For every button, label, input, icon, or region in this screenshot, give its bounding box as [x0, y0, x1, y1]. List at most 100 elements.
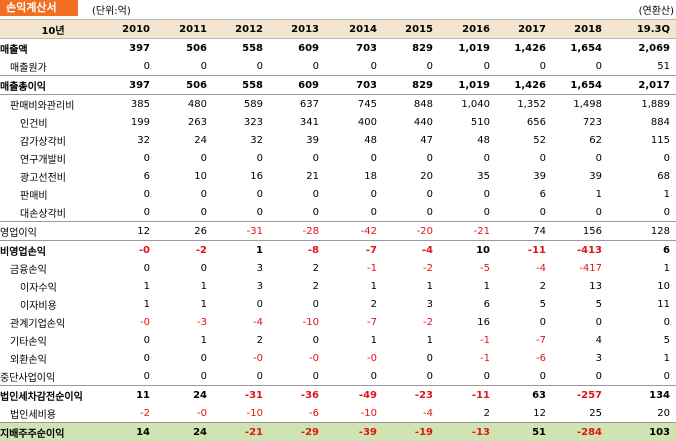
- value-cell: 0: [106, 259, 156, 277]
- value-cell: 0: [325, 185, 383, 203]
- value-cell: -7: [325, 313, 383, 331]
- value-cell: -0: [269, 349, 325, 367]
- value-cell: -5: [439, 259, 496, 277]
- value-cell: 128: [608, 222, 676, 241]
- value-cell: 26: [156, 222, 213, 241]
- value-cell: 11: [608, 295, 676, 313]
- value-cell: 0: [213, 367, 269, 386]
- value-cell: 20: [608, 404, 676, 423]
- value-cell: 480: [156, 95, 213, 114]
- value-cell: -0: [106, 241, 156, 260]
- sheet-title: 손익계산서: [0, 0, 78, 16]
- value-cell: 52: [496, 131, 552, 149]
- value-cell: 0: [106, 367, 156, 386]
- header-bar: 손익계산서 (단위:억) (연환산): [0, 0, 676, 19]
- value-cell: 0: [325, 57, 383, 76]
- row-label: 외환손익: [0, 349, 106, 367]
- value-cell: 2: [496, 277, 552, 295]
- value-cell: 32: [213, 131, 269, 149]
- value-cell: 0: [325, 367, 383, 386]
- value-cell: 1,654: [552, 76, 608, 95]
- value-cell: 0: [496, 367, 552, 386]
- value-cell: -10: [269, 313, 325, 331]
- value-cell: 0: [383, 203, 439, 222]
- value-cell: 1: [325, 277, 383, 295]
- value-cell: -1: [439, 331, 496, 349]
- value-cell: 1,040: [439, 95, 496, 114]
- value-cell: 1: [156, 331, 213, 349]
- value-cell: -31: [213, 222, 269, 241]
- value-cell: 0: [608, 203, 676, 222]
- value-cell: 6: [496, 185, 552, 203]
- value-cell: 0: [552, 149, 608, 167]
- value-cell: 0: [106, 149, 156, 167]
- value-cell: 0: [269, 331, 325, 349]
- value-cell: 1,019: [439, 76, 496, 95]
- value-cell: 12: [496, 404, 552, 423]
- value-cell: -4: [383, 241, 439, 260]
- value-cell: 39: [269, 131, 325, 149]
- value-cell: 2: [325, 295, 383, 313]
- value-cell: 0: [156, 349, 213, 367]
- row-label: 감가상각비: [0, 131, 106, 149]
- value-cell: 1: [608, 185, 676, 203]
- value-cell: 6: [439, 295, 496, 313]
- value-cell: 589: [213, 95, 269, 114]
- row-label: 매출총이익: [0, 76, 106, 95]
- value-cell: 0: [156, 185, 213, 203]
- value-cell: 10: [608, 277, 676, 295]
- value-cell: 1: [608, 349, 676, 367]
- value-cell: 1,426: [496, 76, 552, 95]
- value-cell: -4: [213, 313, 269, 331]
- row-label: 지배주주순이익: [0, 423, 106, 441]
- value-cell: 0: [439, 57, 496, 76]
- value-cell: -6: [496, 349, 552, 367]
- column-header-year: 19.3Q: [608, 20, 676, 39]
- value-cell: 703: [325, 76, 383, 95]
- value-cell: 25: [552, 404, 608, 423]
- value-cell: 829: [383, 39, 439, 58]
- value-cell: -13: [439, 423, 496, 441]
- value-cell: 2: [269, 259, 325, 277]
- value-cell: 2,017: [608, 76, 676, 95]
- row-label: 중단사업이익: [0, 367, 106, 386]
- value-cell: 506: [156, 39, 213, 58]
- row-label: 금융손익: [0, 259, 106, 277]
- value-cell: -11: [496, 241, 552, 260]
- value-cell: -1: [439, 349, 496, 367]
- value-cell: 0: [439, 367, 496, 386]
- value-cell: 39: [552, 167, 608, 185]
- value-cell: 848: [383, 95, 439, 114]
- value-cell: 13: [552, 277, 608, 295]
- value-cell: 1: [213, 241, 269, 260]
- value-cell: -413: [552, 241, 608, 260]
- value-cell: -7: [325, 241, 383, 260]
- column-header-year: 2013: [269, 20, 325, 39]
- row-label: 인건비: [0, 113, 106, 131]
- value-cell: 51: [608, 57, 676, 76]
- value-cell: -6: [269, 404, 325, 423]
- value-cell: 0: [106, 331, 156, 349]
- value-cell: 0: [496, 57, 552, 76]
- value-cell: 1,426: [496, 39, 552, 58]
- value-cell: 0: [106, 185, 156, 203]
- value-cell: 5: [496, 295, 552, 313]
- value-cell: 68: [608, 167, 676, 185]
- value-cell: 24: [156, 386, 213, 405]
- value-cell: 0: [496, 313, 552, 331]
- unit-label: (단위:억): [92, 2, 131, 17]
- value-cell: 24: [156, 423, 213, 441]
- value-cell: 0: [552, 367, 608, 386]
- column-header-year: 2016: [439, 20, 496, 39]
- value-cell: 1: [156, 277, 213, 295]
- value-cell: -2: [383, 259, 439, 277]
- value-cell: 609: [269, 39, 325, 58]
- value-cell: 0: [439, 185, 496, 203]
- row-label: 매출액: [0, 39, 106, 58]
- value-cell: 0: [106, 349, 156, 367]
